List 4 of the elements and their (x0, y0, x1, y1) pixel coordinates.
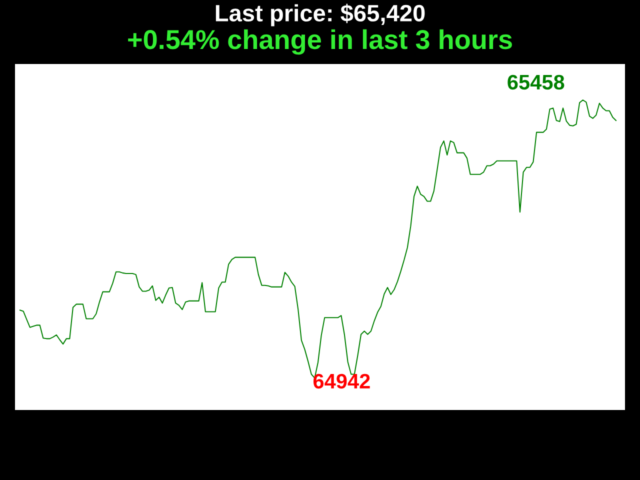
data-label: 64942 (313, 374, 370, 389)
data-label: 65458 (508, 74, 564, 90)
chart-title: Last price: $65,420 (216, 4, 425, 26)
chart-subtitle: +0.54% change in last 3 hours (128, 29, 512, 55)
